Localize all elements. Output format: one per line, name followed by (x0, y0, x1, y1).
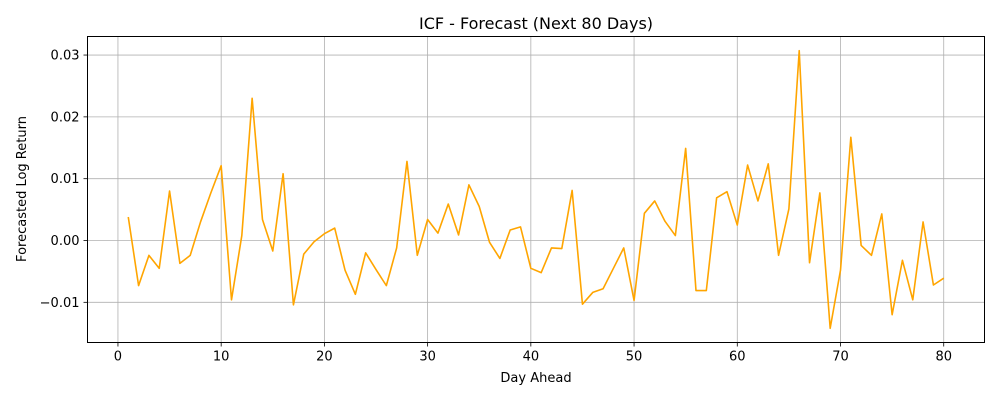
x-tick-label: 50 (626, 350, 643, 365)
series-layer (127, 49, 945, 330)
x-tick-label: 60 (729, 350, 746, 365)
x-tick-label: 10 (213, 350, 230, 365)
y-tick-label: 0.00 (51, 234, 80, 249)
y-axis-label: Forecasted Log Return (15, 116, 30, 262)
x-axis-label: Day Ahead (500, 371, 571, 386)
x-tick-label: 30 (419, 350, 436, 365)
forecast-line (127, 49, 945, 330)
x-tick-label: 80 (935, 350, 952, 365)
chart-title: ICF - Forecast (Next 80 Days) (419, 14, 653, 33)
plot-frame (87, 36, 985, 343)
y-tick-label: 0.01 (51, 172, 80, 187)
x-tick-label: 0 (114, 350, 122, 365)
y-axis: −0.01 0.00 0.01 0.02 0.03 (40, 49, 88, 311)
y-tick-label: 0.03 (51, 49, 80, 64)
x-tick-label: 40 (523, 350, 540, 365)
x-axis: 0 10 20 30 40 50 60 70 80 (114, 342, 952, 365)
x-tick-label: 20 (316, 350, 333, 365)
x-tick-label: 70 (832, 350, 849, 365)
y-tick-label: 0.02 (51, 110, 80, 125)
y-tick-label: −0.01 (40, 296, 80, 311)
